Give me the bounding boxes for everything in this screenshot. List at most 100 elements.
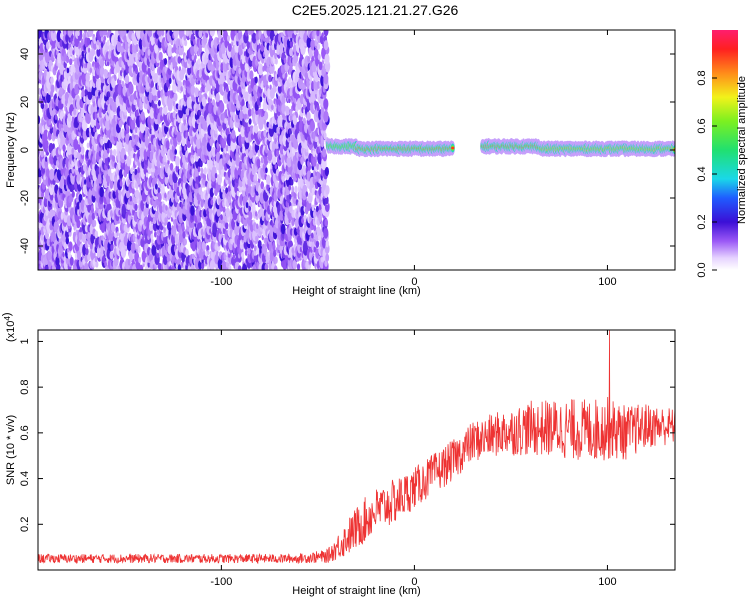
spectrogram-cell [130, 167, 134, 175]
spectrogram-cell [44, 139, 49, 150]
spectrogram-cell [259, 96, 263, 103]
spectrogram-cell [53, 220, 59, 233]
spectrogram-cell [226, 122, 229, 128]
spectrogram-cell [227, 185, 231, 192]
spectrogram-cell [62, 251, 65, 258]
spectrogram-cell [151, 244, 157, 256]
spectrogram-cell [247, 30, 252, 35]
spectrogram-cell [184, 162, 188, 170]
spectrogram-cell [105, 84, 110, 93]
spectrogram-cell [79, 226, 83, 233]
spectrogram-cell [238, 30, 241, 33]
spectrogram-cell [88, 47, 91, 53]
spectrogram-cell [191, 157, 195, 165]
spectrogram-cell [241, 252, 245, 259]
spectrogram-cell [249, 70, 254, 80]
spectrogram-cell [201, 96, 207, 107]
spectrogram-cell [239, 154, 242, 161]
spectrogram-cell [52, 163, 56, 170]
spectrogram-cell [183, 145, 187, 151]
spectrogram-cell [109, 250, 114, 260]
spectrogram-cell [274, 256, 278, 264]
spectrogram-cell [46, 238, 50, 246]
spectrogram-cell [44, 158, 49, 168]
spectrogram-cell [100, 36, 104, 42]
spectrogram-cell [202, 173, 206, 181]
spectrogram-cell [128, 83, 134, 95]
spectrogram-cell [198, 175, 201, 182]
spectrogram-cell [167, 244, 172, 255]
spectrogram-cell [168, 261, 171, 267]
spectrogram-cell [85, 247, 89, 256]
spectrogram-cell [94, 255, 98, 263]
spectrogram-cell [205, 30, 210, 34]
spectrogram-cell [165, 140, 170, 149]
spectrogram-cell [91, 212, 96, 221]
spectrogram-cell [177, 264, 182, 270]
spectrogram-cell [168, 77, 172, 84]
spectrogram-cell [99, 186, 104, 198]
spectrogram-cell [180, 86, 183, 92]
spectrogram-cell [45, 156, 48, 162]
spectrogram-cell [271, 104, 274, 111]
spectrogram-cell [207, 249, 210, 256]
spectrogram-cell [191, 54, 195, 61]
spectrogram-cell [150, 80, 154, 89]
spectrogram-cell [182, 231, 186, 239]
spectrogram-cell [175, 48, 179, 55]
spectrogram-cell [265, 167, 268, 174]
spectrogram-cell [157, 192, 162, 202]
spectrogram-cell [248, 118, 252, 125]
spectrogram-cell [232, 113, 236, 122]
spectrogram-cell [87, 30, 94, 38]
spectrogram-cell [137, 166, 141, 174]
spectrogram-cell [254, 76, 258, 84]
spectrogram-cell [50, 76, 54, 85]
spectrogram-cell [141, 95, 146, 103]
spectrogram-cell [187, 65, 192, 76]
spectrogram-cell [50, 84, 55, 93]
spectrogram-cell [265, 174, 271, 185]
spectrogram-cell [38, 115, 41, 125]
spectrogram-cell [203, 167, 207, 175]
spectrogram-cell [157, 187, 161, 194]
spectrogram-cell [185, 248, 189, 257]
spectrogram-cell [100, 138, 104, 146]
spectrogram-cell [147, 67, 151, 76]
spectrogram-cell [54, 114, 58, 121]
spectrogram-cell [273, 265, 278, 270]
spectrogram-cell [237, 30, 243, 41]
spectrogram-cell [240, 105, 243, 111]
spectrogram-cell [305, 191, 309, 197]
spectrogram-cell [170, 195, 175, 203]
spectrogram-cell [295, 30, 299, 34]
spectrogram-cell [200, 228, 204, 236]
spectrogram-cell [124, 74, 130, 85]
spectrogram-cell [202, 30, 206, 35]
spectrogram-cell [111, 78, 116, 89]
spectrogram-cell [107, 157, 111, 163]
spectrogram-cell [173, 137, 178, 148]
spectrogram-cell [185, 123, 189, 131]
spectrogram-cell [254, 173, 258, 181]
spectrogram-cell [194, 54, 197, 60]
spectrogram-cell [163, 236, 167, 244]
spectrogram-cell [173, 30, 179, 39]
spectrogram-cell [245, 202, 249, 209]
spectrogram-cell [321, 32, 324, 38]
spectrogram-cell [191, 253, 195, 260]
spectrogram-cell [257, 39, 260, 45]
spectrogram-cell [46, 69, 51, 78]
spectrogram-cell [104, 69, 109, 79]
spectrogram-cell [163, 58, 168, 65]
spectrogram-cell [313, 224, 317, 232]
spectrogram-cell [149, 87, 152, 93]
spectrogram-cell [52, 30, 55, 34]
spectrogram-cell [237, 265, 242, 270]
spectrogram-cell [111, 222, 116, 233]
spectrogram-cell [197, 166, 201, 173]
spectrogram-cell [48, 118, 52, 126]
spectrogram-cell [150, 233, 154, 240]
spectrogram-cell [165, 205, 168, 211]
spectrogram-cell [110, 243, 114, 251]
